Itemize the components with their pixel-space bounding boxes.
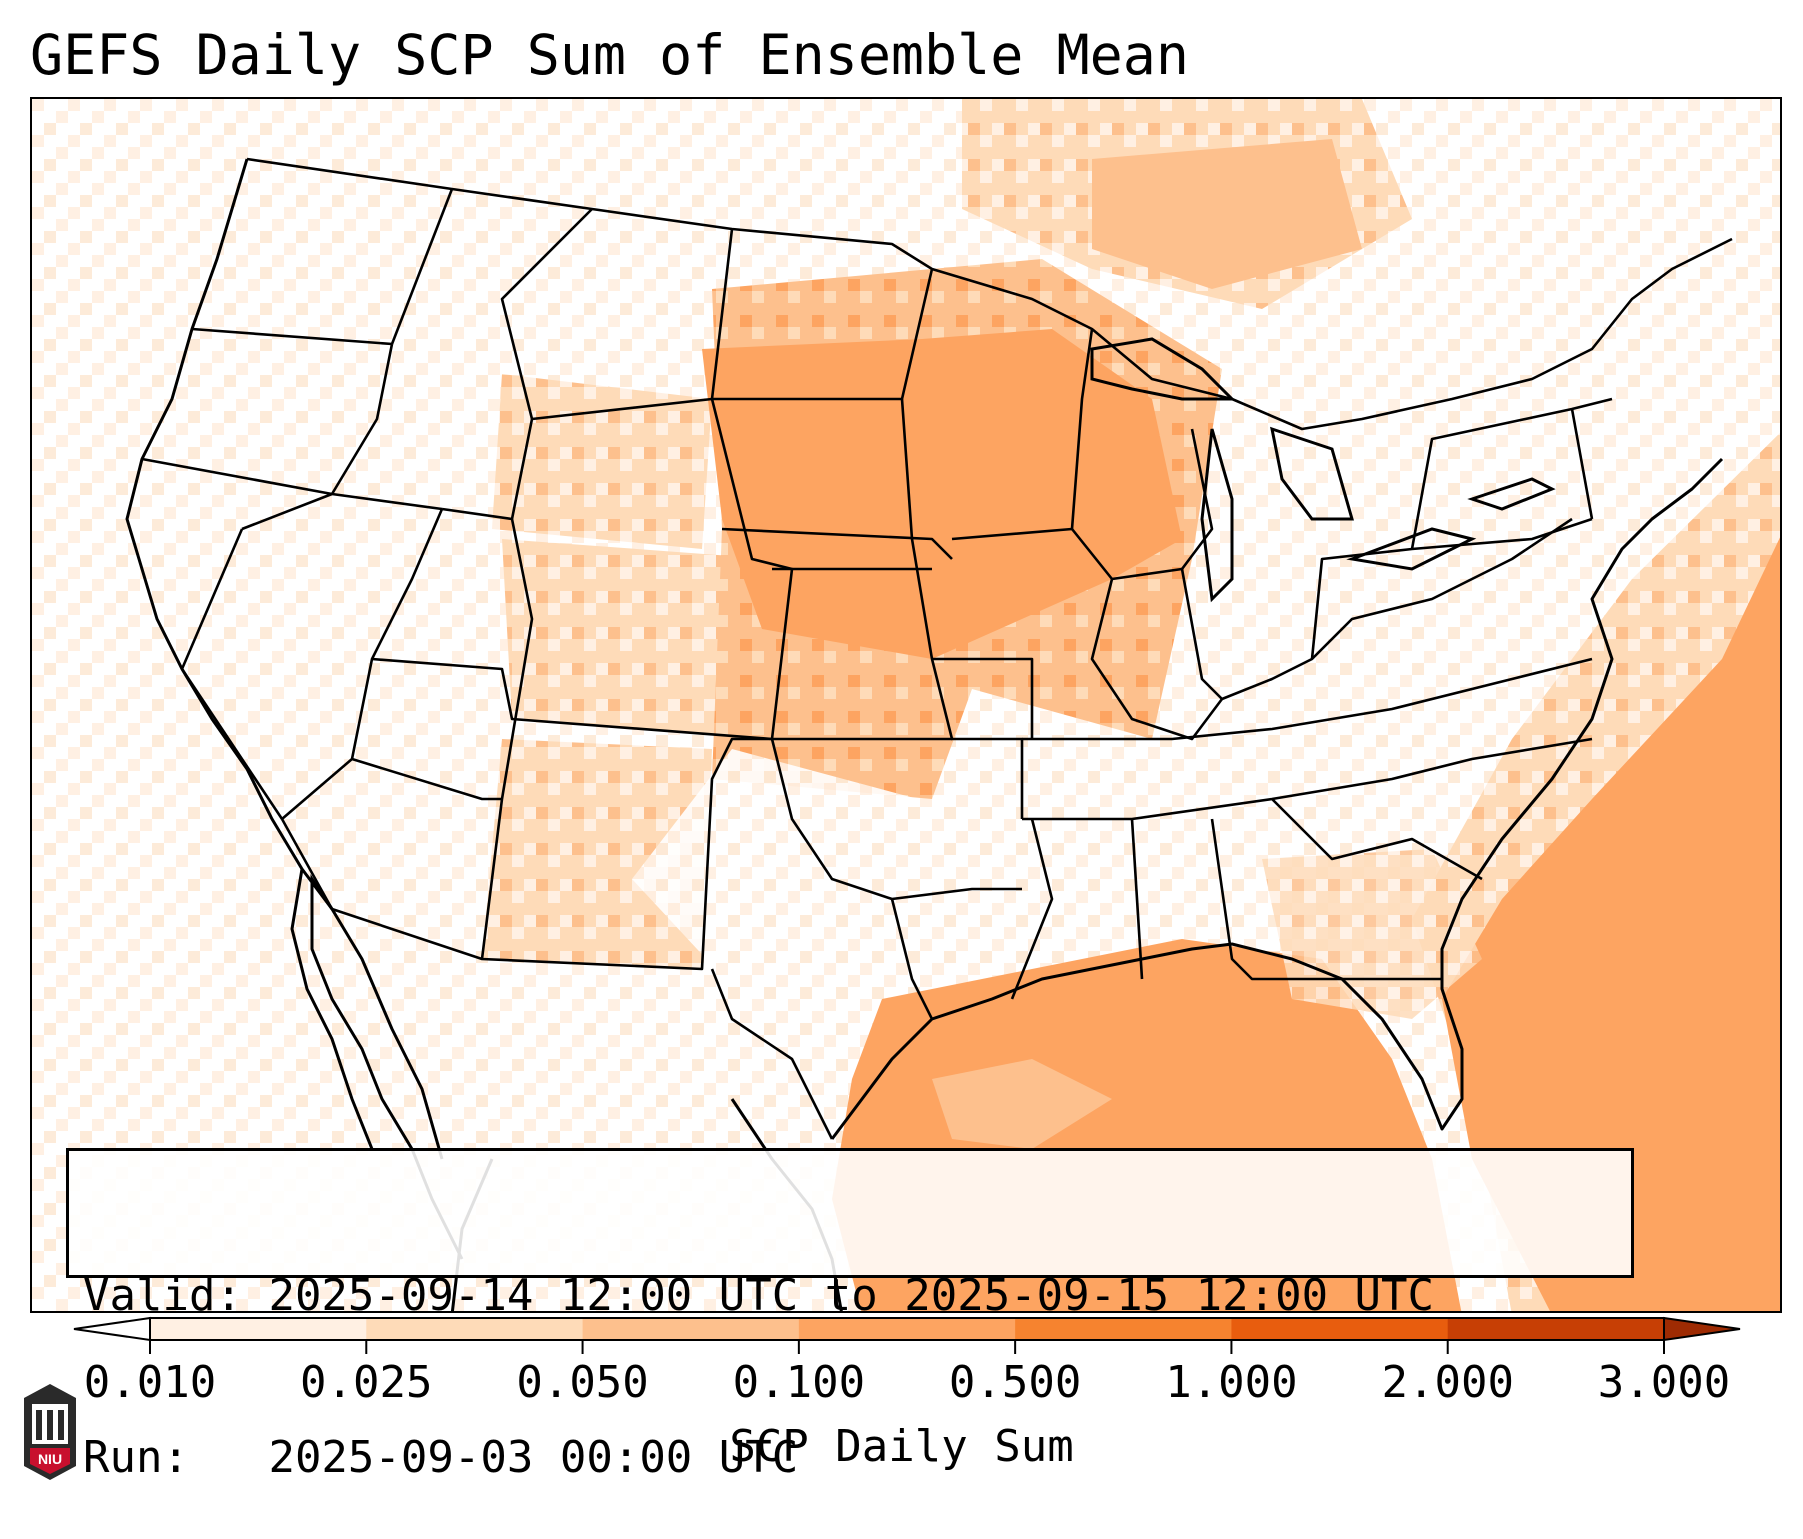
colorbar-tick-label: 0.010 <box>83 1357 217 1408</box>
chart-title: GEFS Daily SCP Sum of Ensemble Mean <box>30 23 1189 87</box>
shade-gulf-light <box>932 1059 1112 1149</box>
colorbar-tick-label: 2.000 <box>1381 1357 1514 1408</box>
shade-colorado <box>502 539 772 739</box>
colorbar-frame <box>149 1317 1665 1341</box>
run-line: Run: 2025-09-03 00:00 UTC <box>83 1431 1617 1485</box>
colorbar-tick-label: 0.050 <box>516 1357 649 1408</box>
shade-southeast <box>1262 849 1482 1019</box>
colorbar-segment <box>150 1318 367 1340</box>
logo-text: NIU <box>38 1451 62 1467</box>
shade-wyoming <box>492 374 712 549</box>
colorbar-segment <box>1015 1318 1232 1340</box>
valid-value: 2025-09-14 12:00 UTC to 2025-09-15 12:00… <box>268 1270 1435 1321</box>
colorbar-segments <box>73 1316 1741 1342</box>
colorbar-segment <box>1447 1318 1665 1340</box>
colorbar-segment <box>582 1318 800 1340</box>
great-lakes <box>1090 337 1556 603</box>
colorbar-segment <box>1231 1318 1449 1340</box>
map-panel <box>30 97 1782 1313</box>
colorbar-tick-label: 0.100 <box>732 1357 866 1408</box>
baja-outline <box>290 868 374 1150</box>
state-boundaries <box>141 157 1733 1140</box>
run-label: Run: <box>83 1432 189 1483</box>
colorbar <box>73 1316 1741 1354</box>
shade-canada-core <box>1092 139 1362 289</box>
shade-atlantic-core <box>1442 537 1780 1311</box>
colorbar-segment <box>366 1318 584 1340</box>
colorbar-extend-high <box>1663 1316 1741 1342</box>
shade-new-mexico <box>482 739 712 969</box>
map-svg <box>32 99 1780 1311</box>
colorbar-label: SCP Daily Sum <box>729 1421 1074 1472</box>
colorbar-tick-label: 3.000 <box>1597 1357 1731 1408</box>
colorbar-ticks <box>149 1340 1665 1354</box>
colorbar-segment <box>798 1318 1016 1340</box>
colorbar-tick-label: 0.500 <box>948 1357 1082 1408</box>
colorbar-tick-label: 0.025 <box>300 1357 433 1408</box>
valid-line: Valid: 2025-09-14 12:00 UTC to 2025-09-1… <box>83 1269 1617 1323</box>
valid-label: Valid: <box>83 1270 242 1321</box>
run-value: 2025-09-03 00:00 UTC <box>268 1432 799 1483</box>
validity-info-box: Valid: 2025-09-14 12:00 UTC to 2025-09-1… <box>66 1148 1634 1483</box>
colorbar-tick-label: 1.000 <box>1165 1357 1298 1408</box>
colorbar-extend-low <box>73 1316 151 1342</box>
niu-logo-icon: NIU <box>24 1384 76 1480</box>
shade-plains-core <box>702 329 1182 659</box>
